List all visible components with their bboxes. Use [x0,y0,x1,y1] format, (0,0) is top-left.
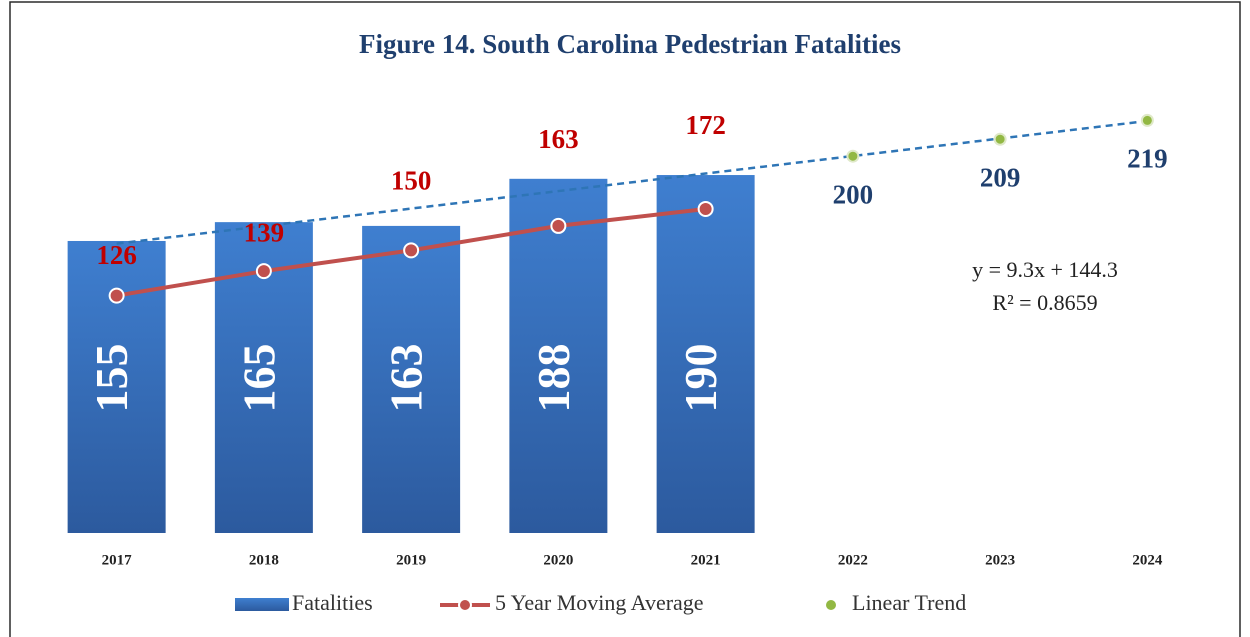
trend-equation: y = 9.3x + 144.3 [972,257,1118,282]
bar-value-label: 163 [381,344,432,413]
legend-label: Linear Trend [852,590,966,615]
x-tick-label: 2017 [102,552,133,568]
moving-average-marker [255,263,272,280]
trend-label: 209 [980,162,1021,192]
trend-label: 200 [833,179,874,209]
trend-point [1140,113,1154,127]
legend-label: 5 Year Moving Average [495,590,704,615]
moving-average-label: 172 [685,110,726,140]
moving-average-label: 163 [538,124,579,154]
moving-average-marker [108,287,125,304]
trendline [116,119,1148,245]
chart-title: Figure 14. South Carolina Pedestrian Fat… [359,29,901,59]
x-tick-label: 2022 [838,552,868,568]
x-tick-label: 2023 [985,552,1015,568]
moving-average-marker [550,217,567,234]
bar [656,175,755,534]
bar-value-label: 188 [528,344,579,413]
moving-average-marker [403,242,420,259]
legend: Fatalities 5 Year Moving Average Linear … [235,590,966,615]
moving-average-marker [697,200,714,217]
x-tick-label: 2024 [1132,552,1163,568]
bar-value-label: 165 [233,344,284,413]
x-tick-label: 2020 [543,552,573,568]
legend-swatch-marker [458,598,472,612]
trend-r2: R² = 0.8659 [992,290,1097,315]
moving-average-label: 139 [244,217,285,247]
x-tick-label: 2019 [396,552,426,568]
trend-point [993,132,1007,146]
legend-label: Fatalities [292,590,373,615]
bar-value-label: 155 [86,344,137,413]
trend-label: 219 [1127,144,1168,174]
moving-average-label: 126 [96,240,137,270]
x-tick-label: 2018 [249,552,279,568]
moving-average-label: 150 [391,166,432,196]
bar-value-label: 190 [675,344,726,413]
legend-swatch-point [826,600,836,610]
chart-border [9,1,1241,637]
trend-point [846,149,860,163]
x-tick-label: 2021 [691,552,721,568]
legend-swatch-bar [235,598,289,611]
bar [362,225,461,533]
bar [509,178,608,534]
